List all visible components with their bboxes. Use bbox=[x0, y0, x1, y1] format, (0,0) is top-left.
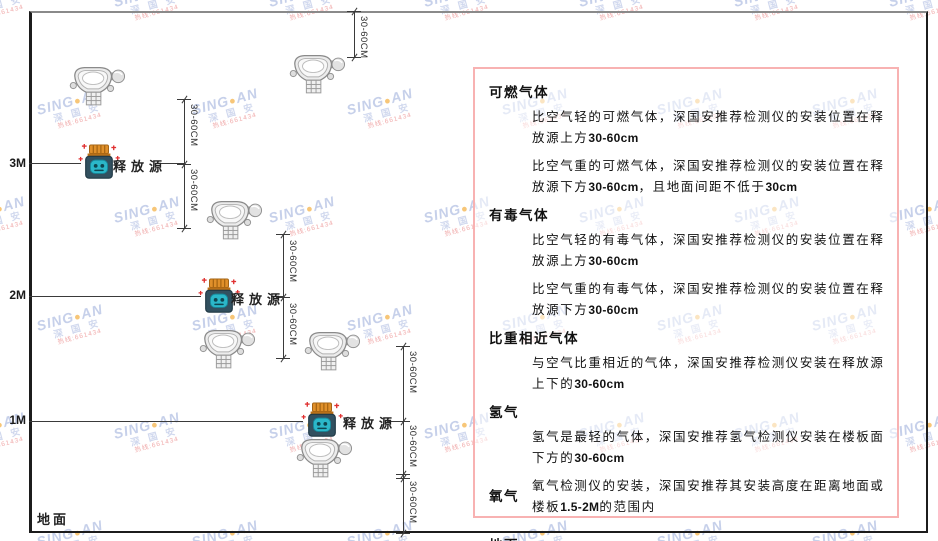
section-paragraph: 与空气比重相近的气体，深国安推荐检测仪安装在释放源上下的30-60cm bbox=[532, 355, 885, 391]
guideline-sections: 可燃气体比空气轻的可燃气体，深国安推荐检测仪的安装位置在释放源上方30-60cm… bbox=[487, 81, 885, 541]
height-label-1m: 1M bbox=[9, 413, 26, 427]
panel-section: 有毒气体比空气轻的有毒气体，深国安推荐检测仪的安装位置在释放源上方30-60cm… bbox=[487, 204, 885, 321]
gas-detector-below-1m-source bbox=[295, 436, 353, 481]
line-1m-right bbox=[387, 421, 404, 422]
line-2m-right bbox=[271, 296, 284, 297]
section-paragraph: 比空气轻的有毒气体，深国安推荐检测仪的安装位置在释放源上方30-60cm bbox=[532, 232, 885, 268]
panel-section: 地面检测仪地面间距，深国安推荐在30-60cm，且不得小于30cm，因为过低容易… bbox=[487, 534, 885, 541]
dim-label-ground-clearance: 30-60CM bbox=[407, 481, 418, 524]
dim-label-3m-below: 30-60CM bbox=[188, 169, 199, 212]
release-source-label-2m: 释放源 bbox=[231, 293, 286, 308]
dim-label-2m-below: 30-60CM bbox=[287, 303, 298, 346]
panel-section: 氧气 氧气检测仪的安装，深国安推荐其安装高度在距离地面或楼板1.5-2M的范围内 bbox=[487, 475, 885, 518]
section-paragraph: 氧气检测仪的安装，深国安推荐其安装高度在距离地面或楼板1.5-2M的范围内 bbox=[532, 478, 885, 514]
ground-label: 地面 bbox=[37, 513, 70, 528]
dim-label-1m-above: 30-60CM bbox=[407, 351, 418, 394]
height-label-2m: 2M bbox=[9, 288, 26, 302]
line-3m bbox=[29, 163, 81, 164]
section-heading: 比重相近气体 bbox=[489, 331, 579, 347]
height-label-3m: 3M bbox=[9, 156, 26, 170]
brand-watermark: SING●AN深 国 安热线:661434 bbox=[0, 192, 27, 238]
section-paragraph: 比空气重的可燃气体，深国安推荐检测仪的安装位置在释放源下方30-60cm，且地面… bbox=[532, 158, 885, 194]
dim-label-1m-below: 30-60CM bbox=[407, 425, 418, 468]
line-1m bbox=[29, 421, 303, 422]
panel-section: 可燃气体比空气轻的可燃气体，深国安推荐检测仪的安装位置在释放源上方30-60cm… bbox=[487, 81, 885, 198]
section-heading: 氧气 bbox=[489, 489, 519, 505]
panel-section: 氢气 氢气是最轻的气体，深国安推荐氢气检测仪安装在楼板面下方的30-60cm bbox=[487, 401, 885, 469]
dim-label-2m-above: 30-60CM bbox=[287, 240, 298, 283]
section-paragraph: 氢气是最轻的气体，深国安推荐氢气检测仪安装在楼板面下方的30-60cm bbox=[532, 429, 885, 465]
panel-section: 比重相近气体与空气比重相近的气体，深国安推荐检测仪安装在释放源上下的30-60c… bbox=[487, 327, 885, 395]
release-source-label-1m: 释放源 bbox=[343, 417, 398, 432]
line-3m-right bbox=[155, 163, 185, 164]
release-source-icon-1m bbox=[301, 402, 343, 440]
section-heading: 地面 bbox=[489, 534, 885, 541]
section-heading: 有毒气体 bbox=[489, 208, 549, 224]
line-2m bbox=[29, 296, 201, 297]
guideline-panel: 可燃气体比空气轻的可燃气体，深国安推荐检测仪的安装位置在释放源上方30-60cm… bbox=[473, 67, 899, 541]
section-heading: 氢气 bbox=[489, 405, 519, 421]
dim-line-1m bbox=[403, 346, 404, 533]
release-source-label-3m: 释放源 bbox=[113, 160, 168, 175]
gas-detector-above-1m-source bbox=[303, 329, 361, 374]
dim-label-ceiling: 30-60CM bbox=[358, 16, 369, 59]
gas-detector-below-2m-source bbox=[198, 327, 256, 372]
dim-line-ceiling bbox=[354, 11, 355, 57]
section-paragraph: 比空气重的有毒气体，深国安推荐检测仪的安装位置在释放源下方30-60cm bbox=[532, 281, 885, 317]
brand-watermark: SING●AN深 国 安热线:661434 bbox=[0, 0, 25, 22]
room-outline bbox=[29, 11, 928, 533]
section-paragraph: 比空气轻的可燃气体，深国安推荐检测仪的安装位置在释放源上方30-60cm bbox=[532, 109, 885, 145]
section-heading: 可燃气体 bbox=[489, 85, 549, 101]
gas-detector-below-3m-source bbox=[205, 198, 263, 243]
dim-label-3m-above: 30-60CM bbox=[188, 104, 199, 147]
gas-detector-below-ceiling bbox=[288, 52, 346, 97]
gas-detector-above-3m-source bbox=[68, 64, 126, 109]
